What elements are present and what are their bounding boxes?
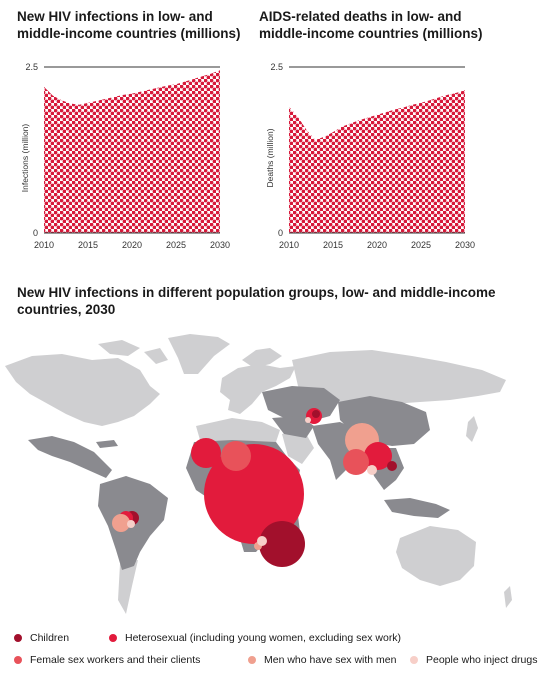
bubble-children-asia	[387, 461, 397, 471]
legend-swatch-pwid	[410, 656, 418, 664]
legend-label-sex-workers: Female sex workers and their clients	[30, 654, 201, 666]
area-series	[44, 70, 220, 233]
x-tick-label: 2025	[166, 240, 186, 250]
x-tick-label: 2030	[455, 240, 475, 250]
bubble-pwid-southern-africa	[257, 536, 267, 546]
bubble-sex-work-west-africa	[221, 441, 251, 471]
eastern-europe-central-asia	[262, 386, 340, 422]
new-zealand	[504, 586, 512, 608]
canadian-islands	[98, 340, 168, 364]
legend-swatch-sex-workers	[14, 656, 22, 664]
y-tick-label: 0	[33, 228, 38, 238]
area-series	[289, 90, 465, 233]
y-tick-label: 0	[278, 228, 283, 238]
legend-label-msm: Men who have sex with men	[264, 654, 397, 666]
legend-swatch-heterosexual	[109, 634, 117, 642]
mexico-central-america	[28, 436, 112, 478]
x-tick-label: 2015	[323, 240, 343, 250]
y-tick-label: 2.5	[25, 62, 38, 72]
legend-label-heterosexual: Heterosexual (including young women, exc…	[125, 632, 402, 644]
x-tick-label: 2010	[279, 240, 299, 250]
legend-label-pwid: People who inject drugs	[426, 654, 538, 666]
legend-item-children: Children	[14, 632, 69, 644]
bubble-pwid-central-asia	[305, 417, 311, 423]
bubble-layer	[112, 408, 397, 567]
x-tick-label: 2020	[367, 240, 387, 250]
map-legend: Children Heterosexual (including young w…	[14, 630, 549, 674]
world-map	[5, 334, 512, 614]
other-land	[5, 334, 512, 614]
bubble-pwid-latin-america	[127, 520, 135, 528]
bubble-sex-work-asia	[343, 449, 369, 475]
legend-item-pwid: People who inject drugs	[410, 654, 538, 666]
indonesia	[384, 498, 450, 518]
map-title: New HIV infections in different populati…	[17, 285, 496, 317]
caribbean	[96, 440, 118, 448]
legend-item-msm: Men who have sex with men	[248, 654, 396, 666]
x-tick-label: 2015	[78, 240, 98, 250]
scandinavia	[242, 348, 282, 368]
russia-north-asia	[292, 350, 506, 404]
infections-area-chart: 0 2.5 2010 2015 2020 2025 2030 Infections (mill…	[20, 62, 230, 250]
bubble-msm-latin-america	[112, 514, 130, 532]
deaths-area-chart: 0 2.5 2010 2015 2020 2025 2030 Deaths (million)	[265, 62, 475, 250]
infections-chart-title: New HIV infections in low- and middle-in…	[17, 9, 241, 41]
europe	[220, 364, 296, 414]
bubble-heterosexual-asia	[364, 442, 392, 470]
legend-swatch-msm	[248, 656, 256, 664]
x-tick-label: 2010	[34, 240, 54, 250]
bubble-heterosexual-west-africa	[191, 438, 221, 468]
y-axis-label: Infections (million)	[20, 124, 30, 193]
legend-item-sex-workers: Female sex workers and their clients	[14, 654, 200, 666]
bubble-children-central-asia	[312, 410, 320, 418]
north-america	[5, 354, 160, 426]
x-tick-label: 2030	[210, 240, 230, 250]
southern-cone	[118, 560, 138, 614]
bubble-pwid-asia	[367, 465, 377, 475]
australia	[396, 526, 476, 586]
arabia	[282, 430, 314, 464]
legend-swatch-children	[14, 634, 22, 642]
x-tick-label: 2020	[122, 240, 142, 250]
legend-label-children: Children	[30, 632, 70, 644]
north-africa	[196, 418, 280, 442]
legend-item-heterosexual: Heterosexual (including young women, exc…	[109, 632, 401, 644]
japan	[466, 416, 478, 442]
middle-east	[272, 416, 314, 438]
bubble-children-southern-africa	[259, 521, 305, 567]
y-axis-label: Deaths (million)	[265, 128, 275, 187]
y-tick-label: 2.5	[270, 62, 283, 72]
deaths-chart-title: AIDS-related deaths in low- and middle-i…	[259, 9, 483, 41]
greenland	[168, 334, 230, 374]
x-tick-label: 2025	[411, 240, 431, 250]
